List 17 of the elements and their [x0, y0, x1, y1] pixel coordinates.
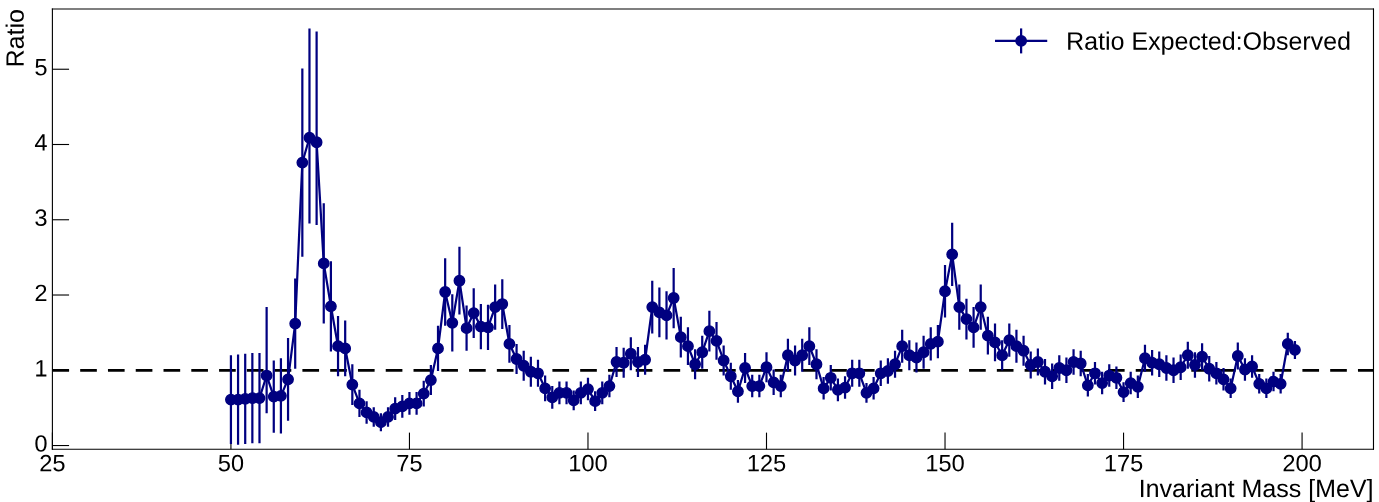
legend-label: Ratio Expected:Observed: [1068, 31, 1350, 55]
x-tick-label: 75: [397, 455, 422, 472]
x-axis-title: Invariant Mass [MeV]: [1141, 478, 1372, 502]
x-tick-label: 25: [40, 454, 65, 472]
x-tick-label: 200: [1283, 454, 1321, 472]
x-tick-label: 150: [927, 454, 964, 472]
y-tick-label: 0: [35, 435, 47, 452]
y-axis-title: Ratio: [5, 10, 24, 66]
y-tick-label: 2: [35, 284, 47, 302]
y-tick-label: 5: [35, 59, 47, 76]
y-tick-label: 4: [34, 134, 47, 151]
x-tick-label: 50: [218, 454, 244, 472]
y-tick-label: 1: [36, 360, 47, 377]
y-tick-label: 3: [35, 209, 47, 227]
x-tick-label: 175: [1105, 455, 1143, 472]
x-tick-label: 125: [748, 454, 786, 472]
x-tick-label: 100: [570, 454, 607, 472]
